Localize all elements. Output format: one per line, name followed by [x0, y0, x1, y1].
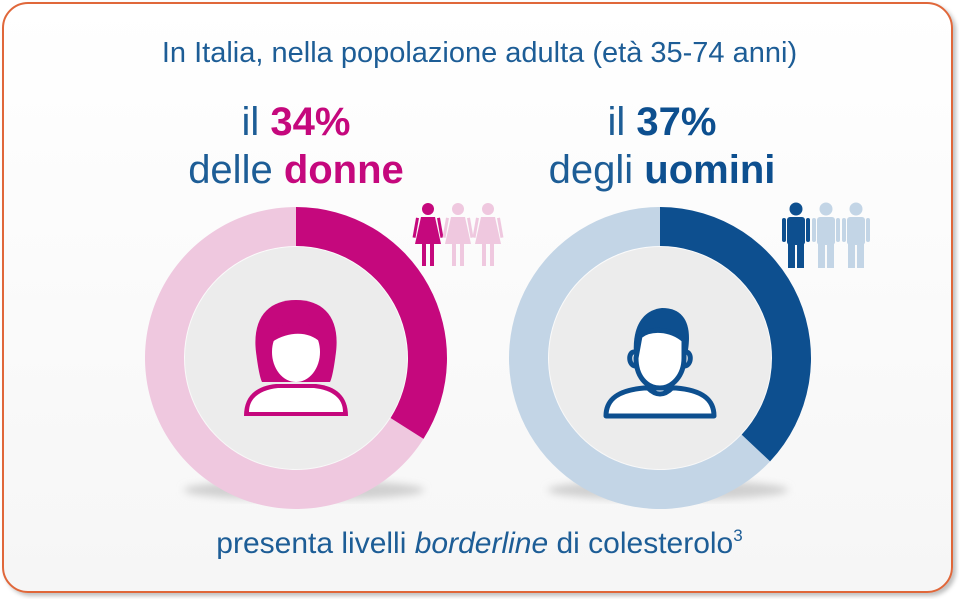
men-line2-prefix: degli — [548, 148, 645, 192]
men-donut-percent-slice — [660, 207, 812, 462]
footer-reference: 3 — [733, 526, 743, 545]
woman-highlight-icon — [412, 203, 444, 266]
men-headline: il 37% degli uomini — [452, 98, 872, 194]
man-light-icon — [842, 202, 870, 268]
men-donut — [509, 202, 870, 509]
women-group-label: donne — [283, 148, 404, 192]
man-highlight-icon — [782, 202, 810, 268]
men-percent-label: 37% — [636, 100, 717, 144]
woman-avatar-icon — [244, 300, 348, 416]
men-ratio-icons — [782, 202, 870, 268]
men-line1-prefix: il — [607, 100, 637, 144]
women-line1-prefix: il — [241, 100, 271, 144]
men-donut-remaining-slice — [509, 207, 771, 509]
woman-light-icon — [472, 203, 504, 266]
man-light-icon — [812, 202, 840, 268]
women-donut-percent-slice — [296, 207, 447, 439]
footer-caption: presenta livelli borderline di colestero… — [0, 526, 959, 561]
page-title: In Italia, nella popolazione adulta (età… — [161, 37, 798, 69]
footer-text-italic: borderline — [414, 527, 549, 560]
women-ratio-icons — [412, 203, 504, 266]
footer-text-before: presenta livelli — [216, 527, 415, 560]
women-donut — [145, 203, 504, 509]
woman-light-icon — [442, 203, 474, 266]
women-percent-label: 34% — [270, 100, 351, 144]
man-avatar-icon — [603, 308, 717, 419]
men-group-label: uomini — [644, 148, 776, 192]
footer-text-after: di colesterolo — [548, 527, 734, 560]
women-headline: il 34% delle donne — [86, 98, 506, 194]
women-line2-prefix: delle — [188, 148, 284, 192]
